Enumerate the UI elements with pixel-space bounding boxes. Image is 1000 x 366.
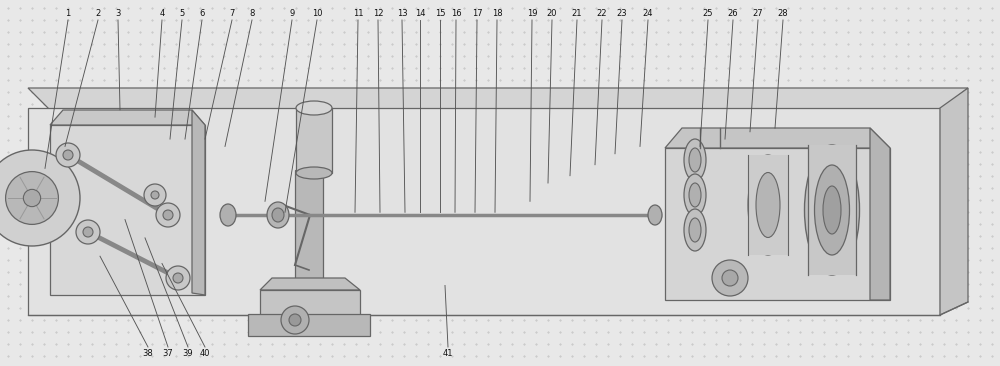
Text: 27: 27 [753, 10, 763, 19]
Text: 9: 9 [289, 10, 295, 19]
Bar [295, 170, 323, 308]
Polygon shape [28, 108, 940, 315]
Circle shape [722, 270, 738, 286]
Text: 28: 28 [778, 10, 788, 19]
Ellipse shape [823, 186, 841, 234]
Circle shape [712, 260, 748, 296]
Circle shape [166, 266, 190, 290]
Text: 26: 26 [728, 10, 738, 19]
Polygon shape [28, 88, 968, 110]
Circle shape [0, 150, 80, 246]
Text: 13: 13 [397, 10, 407, 19]
Circle shape [83, 227, 93, 237]
Text: 12: 12 [373, 10, 383, 19]
Bar [296, 108, 332, 173]
Polygon shape [870, 128, 890, 300]
Circle shape [6, 172, 58, 224]
Ellipse shape [814, 165, 850, 255]
Text: 7: 7 [229, 10, 235, 19]
Ellipse shape [648, 205, 662, 225]
Ellipse shape [220, 204, 236, 226]
Polygon shape [940, 88, 968, 315]
Text: 37: 37 [163, 348, 173, 358]
Text: 19: 19 [527, 10, 537, 19]
Text: 22: 22 [597, 10, 607, 19]
Ellipse shape [296, 167, 332, 179]
Text: 20: 20 [547, 10, 557, 19]
Text: 2: 2 [95, 10, 101, 19]
Text: 41: 41 [443, 348, 453, 358]
Text: 14: 14 [415, 10, 425, 19]
Ellipse shape [296, 101, 332, 115]
Circle shape [63, 150, 73, 160]
Circle shape [56, 143, 80, 167]
Circle shape [281, 306, 309, 334]
Ellipse shape [684, 139, 706, 181]
Ellipse shape [756, 172, 780, 238]
Polygon shape [50, 110, 205, 125]
Circle shape [151, 191, 159, 199]
Bar [260, 290, 360, 318]
Ellipse shape [684, 209, 706, 251]
Text: 21: 21 [572, 10, 582, 19]
Circle shape [163, 210, 173, 220]
Text: 40: 40 [200, 348, 210, 358]
Circle shape [144, 184, 166, 206]
Text: 10: 10 [312, 10, 322, 19]
Circle shape [289, 314, 301, 326]
Text: 6: 6 [199, 10, 205, 19]
Ellipse shape [748, 155, 788, 255]
Text: 16: 16 [451, 10, 461, 19]
Text: 23: 23 [617, 10, 627, 19]
Text: 38: 38 [143, 348, 153, 358]
Circle shape [173, 273, 183, 283]
Polygon shape [192, 110, 205, 295]
Circle shape [76, 220, 100, 244]
Ellipse shape [689, 183, 701, 207]
Polygon shape [260, 278, 360, 290]
Polygon shape [665, 148, 890, 300]
Bar [748, 155, 788, 255]
Text: 18: 18 [492, 10, 502, 19]
Ellipse shape [684, 174, 706, 216]
Ellipse shape [804, 145, 860, 275]
Bar [248, 314, 370, 336]
Text: 15: 15 [435, 10, 445, 19]
Bar [808, 145, 856, 275]
Text: 24: 24 [643, 10, 653, 19]
Ellipse shape [267, 202, 289, 228]
Ellipse shape [689, 218, 701, 242]
Text: 3: 3 [115, 10, 121, 19]
Text: 17: 17 [472, 10, 482, 19]
Ellipse shape [272, 208, 284, 222]
Text: 4: 4 [159, 10, 165, 19]
Ellipse shape [689, 148, 701, 172]
Circle shape [156, 203, 180, 227]
Circle shape [23, 189, 41, 207]
Polygon shape [50, 125, 205, 295]
Text: 25: 25 [703, 10, 713, 19]
Polygon shape [665, 128, 890, 148]
Text: 11: 11 [353, 10, 363, 19]
Text: 8: 8 [249, 10, 255, 19]
Text: 1: 1 [65, 10, 71, 19]
Text: 39: 39 [183, 348, 193, 358]
Text: 5: 5 [179, 10, 185, 19]
